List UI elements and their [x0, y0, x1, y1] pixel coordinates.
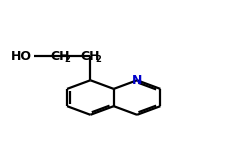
Text: 2: 2 [95, 55, 101, 64]
Text: 2: 2 [65, 55, 71, 64]
Text: N: N [132, 74, 142, 87]
Text: CH: CH [81, 50, 100, 63]
Text: CH: CH [50, 50, 70, 63]
Text: HO: HO [11, 50, 32, 63]
